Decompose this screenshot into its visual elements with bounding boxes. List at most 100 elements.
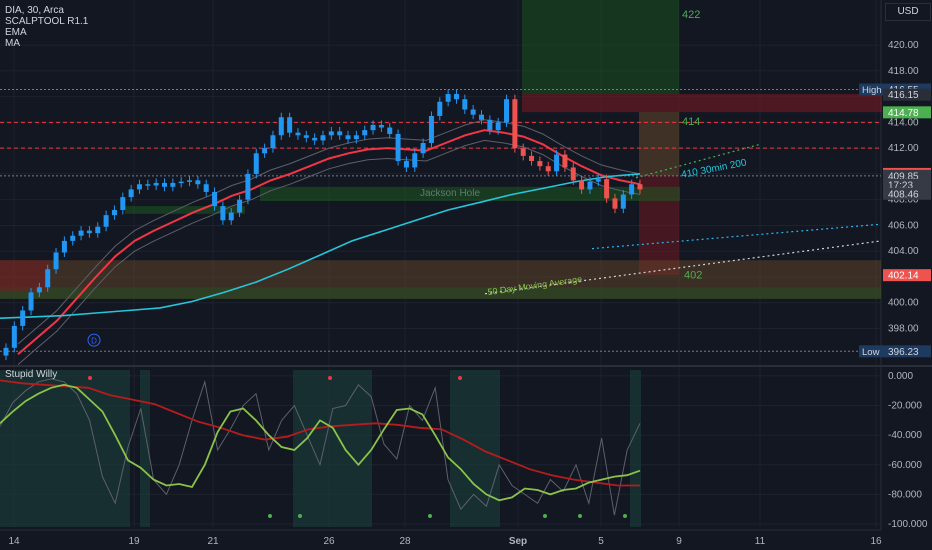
osc-signal-dot [543, 514, 547, 518]
trendline-50dma [484, 240, 882, 295]
candle-body [470, 109, 476, 115]
candle-body [445, 94, 451, 102]
candle-body [170, 182, 176, 187]
candle-body [362, 130, 368, 136]
osc-signal-dot [268, 514, 272, 518]
demand-zone [0, 260, 881, 299]
osc-band [140, 370, 150, 527]
price-label-tag [859, 345, 883, 358]
candle-body [403, 161, 409, 168]
candle-body [629, 184, 635, 195]
osc-band [630, 370, 641, 527]
candle-body [245, 173, 251, 200]
candle-body [145, 184, 151, 186]
indicator-ema[interactable]: EMA [5, 27, 27, 38]
candle-body [328, 131, 334, 136]
osc-tick-label: 0.000 [888, 371, 913, 382]
candle-body [570, 167, 576, 181]
candle-body [595, 179, 601, 182]
price-label-box [883, 88, 931, 101]
support-band [125, 206, 245, 214]
candle-body [428, 115, 434, 143]
oscillator-title[interactable]: Stupid Willy [5, 369, 58, 380]
candle-body [395, 133, 401, 162]
indicator-ma[interactable]: MA [5, 38, 20, 49]
legend: DIA, 30, Arca SCALPTOOL R1.1 EMA MA [5, 5, 88, 49]
candle-body [120, 197, 126, 210]
candle-body [587, 181, 593, 190]
oscillator-pane [0, 370, 641, 527]
candle-body [237, 199, 243, 213]
demand-base [0, 287, 881, 299]
candle-body [412, 153, 418, 168]
candle-body [520, 148, 526, 156]
candle-body [529, 155, 535, 162]
candle-body [162, 182, 167, 187]
osc-gray-line [0, 378, 641, 516]
left-red-zone [0, 260, 50, 292]
candle-body [212, 191, 218, 207]
candle-body [562, 154, 568, 168]
time-tick-label: 28 [399, 536, 411, 547]
target-zone-422 [522, 0, 679, 95]
osc-signal-dot [623, 514, 627, 518]
price-tick-label: 406.00 [888, 220, 919, 231]
candle-body [295, 132, 301, 136]
candle-body [36, 287, 42, 293]
osc-signal-dot [298, 514, 302, 518]
candle-body [378, 124, 384, 128]
candle-body [545, 166, 551, 172]
candle-body [604, 179, 610, 199]
candle-body [370, 124, 376, 131]
price-label-value: 414.78 [888, 108, 919, 119]
osc-tick-label: -100.000 [888, 519, 928, 530]
osc-band [293, 370, 372, 527]
candle-body [187, 180, 193, 182]
price-label-value: 402.14 [888, 271, 919, 282]
candle-body [612, 198, 618, 209]
time-tick-label: 5 [598, 536, 604, 547]
price-label-box [883, 106, 931, 119]
time-tick-label: 11 [755, 536, 766, 547]
resistance-zone [522, 94, 882, 113]
osc-signal-dot [578, 514, 582, 518]
candle-body [437, 101, 443, 116]
currency-button[interactable]: USD [885, 3, 931, 21]
candle-body [512, 99, 518, 149]
time-tick-label: 26 [323, 536, 335, 547]
candle-body [95, 226, 101, 234]
candle-body [504, 99, 510, 123]
candle-body [53, 252, 59, 270]
osc-band [0, 370, 130, 527]
price-tick-label: 418.00 [888, 66, 919, 77]
candle-body [287, 117, 293, 133]
candle-body [220, 206, 226, 221]
osc-green-line [0, 383, 641, 502]
candle-body [136, 184, 142, 190]
price-label-value: 396.23 [888, 347, 919, 358]
indicator-scalptool[interactable]: SCALPTOOL R1.1 [5, 16, 89, 27]
dividend-marker [87, 333, 101, 347]
candle-body [28, 292, 34, 311]
annotation-422: 422 [682, 9, 700, 21]
candle-body [270, 135, 276, 149]
osc-red-line [0, 379, 640, 487]
candle-body [178, 181, 184, 184]
price-label-tag-text: High [862, 85, 882, 96]
candle-body [353, 135, 359, 140]
candle-body [303, 135, 309, 138]
price-tick-label: 414.00 [888, 117, 919, 128]
trendline-410 [635, 143, 761, 179]
price-tick-label: 398.00 [888, 324, 919, 335]
osc-signal-dot [328, 376, 332, 380]
price-tick-label: 404.00 [888, 246, 919, 257]
candle-body [345, 135, 351, 140]
trendline-blue [591, 223, 882, 250]
candle-body [637, 184, 643, 190]
candle-body [153, 182, 159, 186]
ema-band-lower [17, 139, 641, 365]
candle-body [70, 235, 76, 241]
price-label-value: 408.46 [888, 189, 919, 200]
annotation-414: 414 [682, 116, 700, 128]
osc-tick-label: -20.000 [888, 401, 922, 412]
